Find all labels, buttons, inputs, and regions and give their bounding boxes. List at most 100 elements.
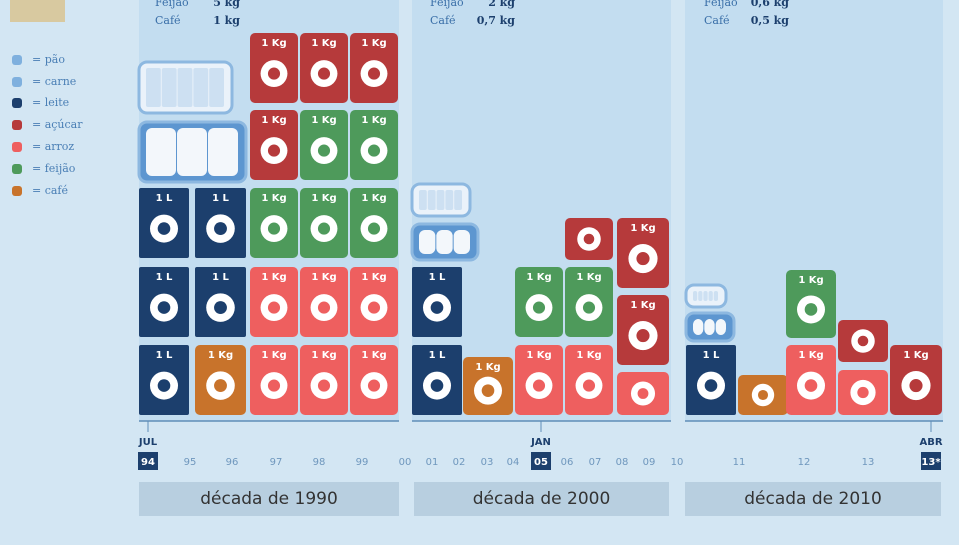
package-icon-center	[583, 233, 595, 245]
banknote	[10, 0, 65, 22]
decade-bar	[414, 482, 669, 516]
package-item	[708, 291, 713, 301]
package-label: 1 Kg	[630, 300, 655, 311]
package-item	[177, 128, 207, 176]
package-icon-center	[637, 388, 649, 399]
year-label: 03	[481, 457, 494, 468]
package-item	[693, 291, 698, 301]
row-label: Feijão	[155, 0, 189, 9]
row-label: Café	[704, 14, 730, 27]
package-item	[693, 319, 704, 335]
package-item	[703, 291, 708, 301]
legend-label: = café	[32, 184, 68, 197]
year-label: 05	[534, 457, 548, 468]
legend-label: = leite	[32, 96, 69, 109]
package-item	[454, 190, 462, 210]
package-item	[445, 190, 454, 210]
year-label: 99	[356, 457, 369, 468]
package-item	[146, 68, 161, 107]
year-label: 02	[453, 457, 466, 468]
year-label: 07	[589, 457, 602, 468]
row-value: 0,5 kg	[751, 14, 790, 27]
row-label: Café	[430, 14, 456, 27]
package-icon-center	[757, 389, 769, 401]
package-label: 1 Kg	[261, 38, 286, 49]
package-label: 1 L	[429, 272, 446, 283]
row-value: 0,7 kg	[477, 14, 516, 27]
package-label: 1 Kg	[361, 193, 386, 204]
package-label: 1 Kg	[361, 272, 386, 283]
legend-icon	[12, 120, 22, 130]
package-item	[208, 128, 238, 176]
package-label: 1 Kg	[576, 272, 601, 283]
year-label: 04	[507, 457, 520, 468]
package-icon-center	[367, 222, 381, 235]
package-icon-center	[857, 335, 869, 347]
package-label: 1 Kg	[311, 115, 336, 126]
legend-icon	[12, 98, 22, 108]
year-box	[531, 452, 551, 470]
package-icon-center	[367, 67, 381, 80]
package-label: 1 Kg	[798, 350, 823, 361]
package-icon-center	[430, 379, 444, 392]
package-item	[209, 68, 224, 107]
year-label: 94	[141, 457, 155, 468]
package-item	[715, 319, 726, 335]
year-label: 06	[561, 457, 574, 468]
package-icon-center	[532, 379, 546, 392]
legend-label: = arroz	[32, 140, 74, 153]
package-label: 1 Kg	[261, 115, 286, 126]
package-item	[704, 319, 715, 335]
package-label: 1 Kg	[903, 350, 928, 361]
legend-icon	[12, 164, 22, 174]
package-icon-center	[367, 144, 381, 157]
year-label: 96	[226, 457, 239, 468]
package-label: 1 L	[156, 350, 173, 361]
row-value: 0,6 kg	[751, 0, 790, 9]
legend-label: = pão	[32, 53, 65, 66]
package-icon-center	[267, 301, 281, 314]
year-label: 10	[671, 457, 684, 468]
package-label: 1 L	[212, 272, 229, 283]
legend-icon	[12, 142, 22, 152]
package-label: 1 Kg	[576, 350, 601, 361]
year-label: 11	[733, 457, 746, 468]
row-value: 5 kg	[213, 0, 240, 9]
package-icon-center	[430, 301, 444, 314]
package-icon-center	[317, 144, 331, 157]
year-label: 13	[862, 457, 875, 468]
package-label: 1 Kg	[630, 223, 655, 234]
row-value: 2 kg	[488, 0, 515, 9]
month-label: ABR	[919, 437, 942, 448]
package-icon-center	[214, 222, 227, 236]
package-item	[713, 291, 718, 301]
year-label: 01	[426, 457, 439, 468]
decade-label: década de 2010	[744, 489, 882, 509]
package-item	[453, 230, 470, 254]
package-label: 1 Kg	[526, 350, 551, 361]
package-label: 1 Kg	[475, 362, 500, 373]
month-label: JAN	[530, 437, 551, 448]
package-icon-center	[157, 222, 171, 235]
year-box	[138, 452, 158, 470]
row-label: Café	[155, 14, 181, 27]
package-label: 1 L	[156, 272, 173, 283]
package-label: 1 L	[703, 350, 720, 361]
package-icon-center	[367, 379, 381, 392]
package-label: 1 Kg	[311, 38, 336, 49]
package-label: 1 Kg	[261, 193, 286, 204]
package-icon-center	[317, 379, 331, 392]
legend-icon	[12, 77, 22, 87]
legend-label: = açúcar	[32, 118, 83, 131]
package-label: 1 Kg	[311, 193, 336, 204]
package-icon-center	[367, 301, 381, 314]
year-box	[921, 452, 941, 470]
package-label: 1 L	[429, 350, 446, 361]
package-icon-center	[582, 379, 596, 392]
row-label: Feijão	[704, 0, 738, 9]
decade-bar	[685, 482, 941, 516]
package-item	[177, 68, 193, 107]
package-icon-center	[582, 301, 596, 314]
